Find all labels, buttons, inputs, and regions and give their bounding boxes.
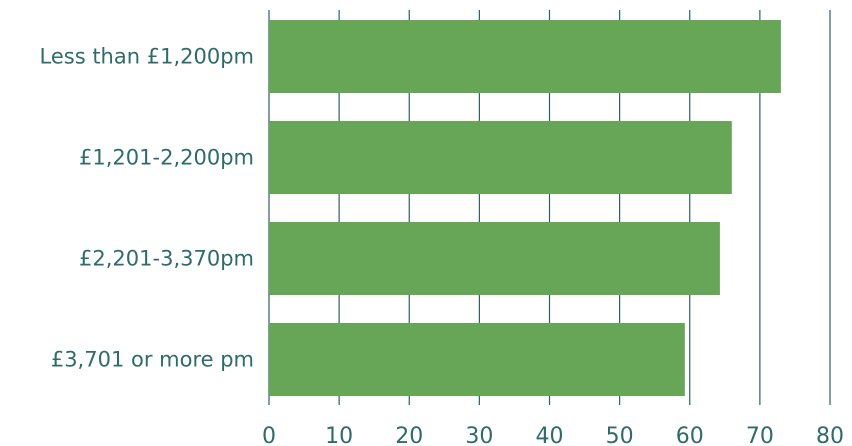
category-labels: Less than £1,200pm £1,201-2,200pm £2,201-3… xyxy=(40,45,254,372)
category-label: Less than £1,200pm xyxy=(40,45,254,69)
bar xyxy=(269,20,781,93)
bars xyxy=(269,20,781,396)
x-tick-label: 60 xyxy=(676,424,704,446)
x-tick-label: 20 xyxy=(395,424,423,446)
x-tick-label: 10 xyxy=(325,424,353,446)
category-label: £1,201-2,200pm xyxy=(79,146,254,170)
category-label: £3,701 or more pm xyxy=(51,348,254,372)
x-tick-label: 40 xyxy=(536,424,564,446)
bar xyxy=(269,323,685,396)
bar xyxy=(269,121,732,194)
x-tick-label: 70 xyxy=(746,424,774,446)
category-label: £2,201-3,370pm xyxy=(79,247,254,271)
bar xyxy=(269,222,720,295)
x-tick-label: 80 xyxy=(816,424,844,446)
x-axis-tick-labels: 0 10 20 30 40 50 60 70 80 xyxy=(262,424,844,446)
x-tick-label: 50 xyxy=(606,424,634,446)
x-tick-label: 0 xyxy=(262,424,276,446)
x-tick-label: 30 xyxy=(465,424,493,446)
